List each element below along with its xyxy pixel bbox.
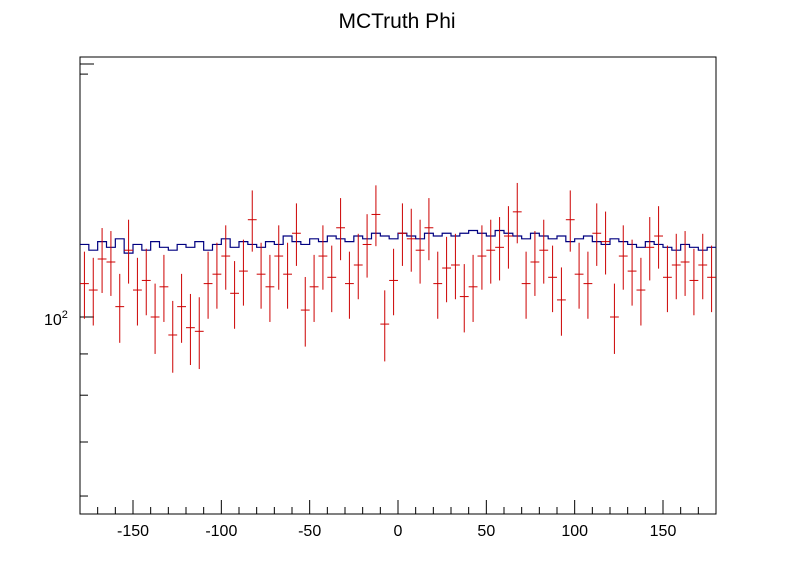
data-point bbox=[512, 182, 522, 244]
data-point bbox=[186, 293, 195, 366]
data-point bbox=[486, 219, 496, 284]
data-point bbox=[477, 225, 487, 290]
data-point bbox=[451, 233, 460, 300]
data-point bbox=[327, 245, 337, 313]
data-point bbox=[601, 211, 610, 275]
data-point bbox=[345, 251, 354, 319]
data-point bbox=[318, 225, 328, 290]
data-point bbox=[177, 273, 186, 343]
y-tick-label-base: 10 bbox=[44, 312, 62, 329]
data-point bbox=[292, 203, 301, 266]
data-point bbox=[557, 267, 566, 336]
data-point bbox=[663, 245, 672, 313]
data-point bbox=[194, 297, 204, 370]
data-point bbox=[97, 228, 107, 293]
x-tick-label: 150 bbox=[650, 523, 677, 540]
data-point bbox=[671, 233, 681, 300]
data-point bbox=[300, 276, 310, 347]
x-axis: -150 -100 -50 0 50 100 150 bbox=[97, 500, 699, 540]
data-point bbox=[150, 283, 160, 354]
data-point bbox=[707, 245, 716, 313]
data-point bbox=[459, 264, 469, 333]
data-point bbox=[689, 248, 699, 316]
data-point bbox=[574, 242, 584, 309]
data-point bbox=[645, 217, 655, 281]
x-tick-label: 0 bbox=[394, 523, 403, 540]
data-point bbox=[283, 242, 292, 309]
data-point bbox=[583, 251, 593, 319]
data-point bbox=[371, 185, 381, 247]
data-point bbox=[265, 254, 275, 322]
chart-title: MCTruth Phi bbox=[338, 10, 455, 33]
x-tick-label: -150 bbox=[117, 523, 149, 540]
data-point bbox=[247, 190, 257, 252]
data-point bbox=[203, 251, 213, 319]
data-point bbox=[124, 219, 133, 284]
data-point bbox=[530, 231, 540, 296]
y-tick-label-exponent: 2 bbox=[62, 309, 68, 321]
data-point bbox=[504, 206, 513, 269]
data-point bbox=[565, 190, 575, 252]
y-axis bbox=[80, 63, 94, 497]
data-point bbox=[406, 208, 416, 272]
data-point bbox=[389, 248, 398, 316]
data-point bbox=[618, 225, 628, 290]
data-point bbox=[336, 198, 345, 261]
data-point bbox=[548, 245, 557, 313]
x-tick-label: 100 bbox=[561, 523, 588, 540]
data-point bbox=[680, 231, 690, 296]
data-point bbox=[362, 214, 372, 278]
data-point bbox=[274, 225, 284, 290]
data-point bbox=[106, 231, 116, 296]
y-tick-label-100: 102 bbox=[44, 309, 68, 329]
data-point bbox=[230, 261, 239, 329]
data-point bbox=[424, 198, 434, 261]
data-point bbox=[654, 206, 663, 269]
data-point bbox=[442, 236, 451, 303]
data-point bbox=[610, 283, 619, 354]
data-point bbox=[398, 203, 407, 266]
data-point bbox=[115, 273, 125, 343]
mc-truth-histogram bbox=[80, 229, 716, 254]
x-tick-label: -100 bbox=[205, 523, 237, 540]
x-tick-label: 50 bbox=[477, 523, 495, 540]
data-point bbox=[433, 251, 443, 319]
data-point bbox=[380, 290, 390, 362]
data-point bbox=[627, 239, 637, 306]
data-point bbox=[212, 242, 222, 309]
data-point bbox=[521, 251, 531, 319]
data-point bbox=[309, 254, 319, 322]
data-point bbox=[353, 233, 363, 300]
plot-frame bbox=[79, 56, 717, 515]
data-point bbox=[159, 254, 169, 322]
data-point bbox=[539, 219, 549, 284]
data-point bbox=[141, 248, 151, 316]
mc-truth-step-line bbox=[80, 229, 716, 254]
data-point bbox=[133, 257, 142, 326]
data-point bbox=[592, 203, 602, 266]
x-tick-label: -50 bbox=[298, 523, 321, 540]
data-point bbox=[495, 217, 504, 281]
data-point bbox=[80, 251, 89, 319]
data-point bbox=[636, 257, 646, 326]
data-point bbox=[698, 233, 708, 300]
data-point bbox=[468, 254, 478, 322]
data-point bbox=[256, 242, 266, 309]
data-point bbox=[415, 219, 425, 284]
data-point bbox=[168, 300, 178, 373]
data-point bbox=[239, 239, 248, 306]
data-point bbox=[88, 257, 98, 326]
data-points bbox=[80, 182, 716, 373]
data-point bbox=[221, 225, 231, 290]
